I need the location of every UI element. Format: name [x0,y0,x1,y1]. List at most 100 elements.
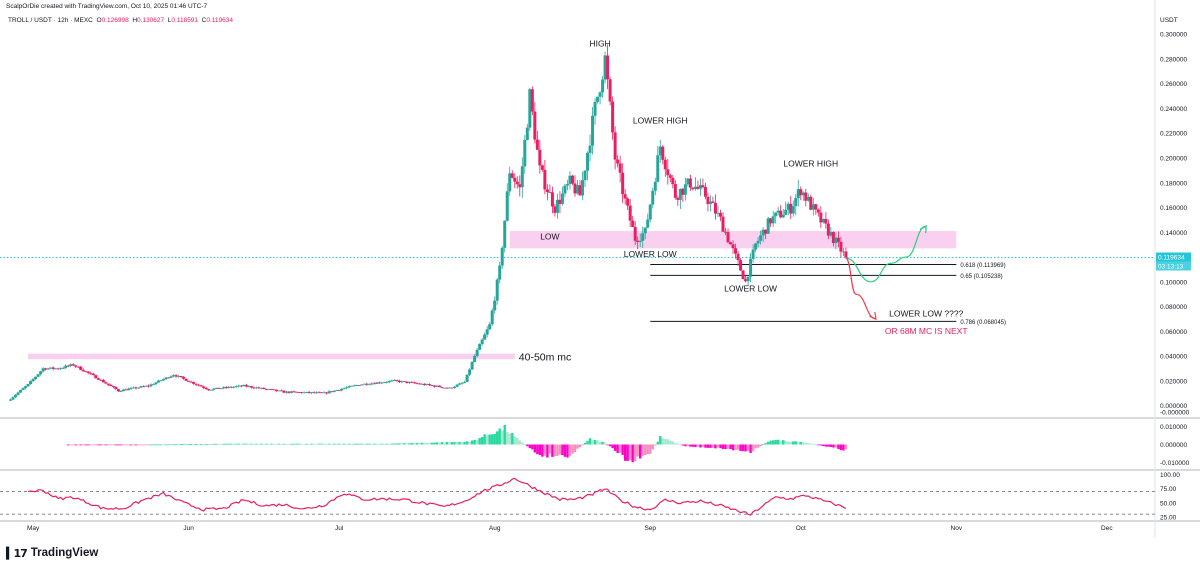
candle-body [821,218,825,223]
histogram-bar [458,441,461,445]
histogram-bar [440,442,444,445]
histogram-bar [679,444,682,446]
fib-level-label: 0.65 (0.105238) [960,274,1002,280]
histogram-bar [646,444,649,455]
currency-label: USDT [1160,17,1178,24]
candle-body [317,392,321,394]
histogram-bar [124,444,128,446]
histogram-bar [79,444,82,446]
candle-body [69,364,73,366]
histogram-bar [89,444,92,446]
histogram-bar [664,439,667,445]
histogram-bar [157,444,160,446]
candle-body [661,146,665,160]
symbol-name[interactable]: TROLL / USDT · 12h · MEXC [8,17,93,24]
candle-body [149,384,153,387]
candle-body [59,368,63,370]
candle-body [744,279,748,282]
candle-body [262,387,266,390]
histogram-bar [102,444,105,446]
candle-body [272,389,276,391]
histogram-bar [104,444,108,446]
histogram-bar [696,444,700,447]
candle-body [724,231,728,233]
candle-body [648,204,652,220]
candle-body [673,184,677,198]
candle-body [563,185,567,194]
histogram-bar [814,444,818,446]
candle-body [739,260,743,271]
candle-body [352,385,356,387]
histogram-bar [433,442,436,445]
candle-body [663,159,667,170]
histogram-bar [109,444,113,446]
histogram-bar [721,444,725,450]
histogram-bar [87,444,90,446]
candle-body [337,390,341,391]
candle-body [274,389,278,392]
candle-body [613,132,617,160]
histogram-bar [591,440,594,445]
histogram-bar [99,444,103,446]
candle-body [686,178,690,185]
candle-body [829,232,833,236]
time-axis-label: Jul [335,525,344,532]
chart-canvas[interactable]: 0.300000 0.280000 0.260000 0.240000 0.220000… [0,0,1200,545]
rsi-series-line [27,477,847,516]
candle-body [247,386,251,387]
histogram-bar [593,439,597,445]
histogram-bar [129,444,133,446]
histogram-bar [202,444,205,445]
candle-body [101,379,105,383]
candle-body [172,375,176,377]
candle-body [174,375,178,377]
candle-body [11,397,15,400]
candle-body [736,253,740,261]
histogram-bar [563,444,567,457]
histogram-bar [618,444,622,453]
candle-body [204,387,208,390]
histogram-bar [450,442,454,445]
histogram-bar [428,442,431,445]
histogram-bar [726,444,730,449]
oscillator-tick-label: 0.010000 [1160,424,1187,431]
candle-body [310,392,314,394]
tradingview-brand[interactable]: ▍17 TradingView [6,545,98,561]
histogram-bar [691,444,695,447]
histogram-bar [119,444,123,446]
candle-body [440,387,444,388]
candle-body [581,180,585,196]
histogram-bar [385,443,389,445]
histogram-bar [506,431,509,445]
candle-body [816,209,820,213]
candle-body [781,214,785,218]
histogram-bar [187,444,190,445]
candle-body [586,152,590,171]
histogram-bar [139,444,143,446]
candle-body [671,177,675,185]
histogram-bar [204,443,208,445]
oscillator-tick-label: -0.010000 [1160,460,1190,467]
projection-path [845,225,927,283]
histogram-bar [257,443,261,445]
candle-body [129,387,133,389]
histogram-bar [819,444,823,446]
candle-body [194,383,198,385]
histogram-bar [480,437,484,445]
histogram-bar [375,443,378,445]
histogram-bar [275,443,278,445]
candle-body [658,146,662,156]
candle-body [34,376,38,380]
histogram-bar [488,434,491,445]
histogram-bar [184,444,188,446]
candle-body [325,392,329,394]
candle-body [490,310,494,325]
histogram-bar [270,443,273,445]
histogram-bar [373,443,376,445]
candle-body [453,386,457,388]
histogram-bar [598,441,602,445]
candle-body [759,235,763,241]
histogram-bar [807,443,810,445]
candle-body [114,387,118,390]
histogram-bar [503,424,506,445]
